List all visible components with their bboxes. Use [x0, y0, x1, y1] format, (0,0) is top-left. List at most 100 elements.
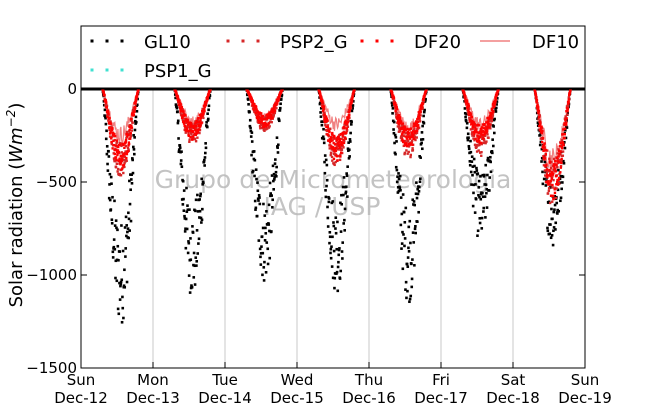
data-point	[248, 110, 251, 114]
data-point	[547, 182, 551, 185]
axes: 0−500−1000−1500SunDec-12MonDec-13TueDec-…	[26, 80, 612, 407]
data-point	[130, 126, 134, 129]
data-point	[552, 165, 556, 168]
data-point	[264, 232, 268, 235]
data-point	[470, 183, 473, 186]
data-point	[185, 118, 188, 121]
data-point	[324, 158, 328, 162]
data-point	[325, 184, 328, 188]
data-point	[489, 160, 492, 164]
data-point	[264, 271, 268, 274]
data-point	[553, 188, 556, 191]
data-point	[487, 117, 491, 120]
data-point	[484, 141, 487, 145]
data-point	[122, 158, 126, 162]
data-point	[188, 208, 191, 211]
data-point	[263, 239, 267, 242]
data-point	[273, 175, 276, 179]
data-point	[337, 154, 341, 158]
data-point	[491, 112, 494, 115]
data-point	[263, 128, 266, 131]
data-point	[560, 161, 563, 165]
data-point	[468, 112, 472, 115]
data-point	[401, 138, 404, 141]
data-point	[551, 217, 554, 221]
x-tick-label-date: Dec-17	[414, 389, 468, 407]
data-point	[191, 130, 195, 134]
data-point	[259, 252, 263, 255]
data-point	[277, 143, 280, 147]
data-point	[275, 107, 278, 110]
data-point	[127, 133, 130, 137]
data-point	[405, 137, 408, 140]
data-point	[342, 222, 346, 225]
data-point	[560, 157, 563, 161]
data-point	[114, 219, 118, 222]
data-point	[185, 128, 189, 131]
data-point	[267, 223, 271, 226]
data-point	[189, 121, 193, 125]
data-point	[415, 131, 419, 135]
data-point	[473, 131, 477, 134]
data-point	[259, 127, 262, 130]
data-point	[269, 192, 273, 195]
data-point	[477, 124, 481, 127]
data-point	[274, 158, 277, 161]
data-point	[340, 250, 344, 253]
data-point	[250, 97, 253, 101]
data-point	[400, 212, 404, 216]
data-point	[538, 114, 541, 117]
data-point	[345, 174, 349, 178]
data-point	[546, 226, 549, 230]
data-point	[471, 204, 475, 208]
data-point	[104, 137, 108, 141]
data-point	[538, 119, 542, 122]
data-point	[403, 237, 407, 240]
data-point	[485, 206, 489, 209]
data-point	[348, 138, 352, 141]
data-point	[479, 151, 482, 154]
data-point	[182, 110, 185, 113]
data-point	[205, 121, 208, 124]
data-point	[336, 265, 340, 269]
data-point	[130, 181, 134, 185]
data-point	[332, 157, 336, 161]
data-point	[422, 114, 425, 118]
data-point	[107, 112, 110, 115]
legend-item-df20: DF20	[360, 32, 461, 53]
data-point	[108, 172, 112, 176]
data-point	[123, 153, 126, 156]
data-point	[342, 176, 346, 179]
data-point	[116, 153, 119, 157]
data-point	[263, 118, 266, 121]
x-tick-label-day: Tue	[211, 371, 238, 389]
data-point	[120, 159, 123, 163]
data-point	[203, 158, 206, 162]
data-point	[111, 147, 114, 150]
data-point	[477, 131, 480, 135]
data-point	[416, 120, 420, 124]
data-point	[255, 177, 258, 181]
data-point	[548, 201, 552, 205]
data-point	[538, 143, 542, 147]
data-point	[477, 179, 481, 183]
data-point	[105, 152, 109, 156]
data-point	[275, 103, 278, 107]
data-point	[408, 300, 411, 304]
data-point	[271, 205, 274, 209]
data-point	[543, 142, 546, 145]
data-point	[268, 256, 272, 260]
data-point	[402, 139, 405, 143]
data-point	[261, 118, 264, 121]
data-point	[553, 203, 557, 207]
data-point	[563, 146, 567, 150]
data-point	[495, 97, 499, 100]
data-point	[473, 211, 477, 214]
data-point	[487, 121, 490, 125]
data-point	[403, 126, 407, 129]
legend-swatch	[375, 39, 379, 43]
data-point	[194, 256, 198, 259]
data-point	[401, 193, 405, 196]
data-point	[347, 141, 350, 144]
data-point	[401, 131, 404, 134]
